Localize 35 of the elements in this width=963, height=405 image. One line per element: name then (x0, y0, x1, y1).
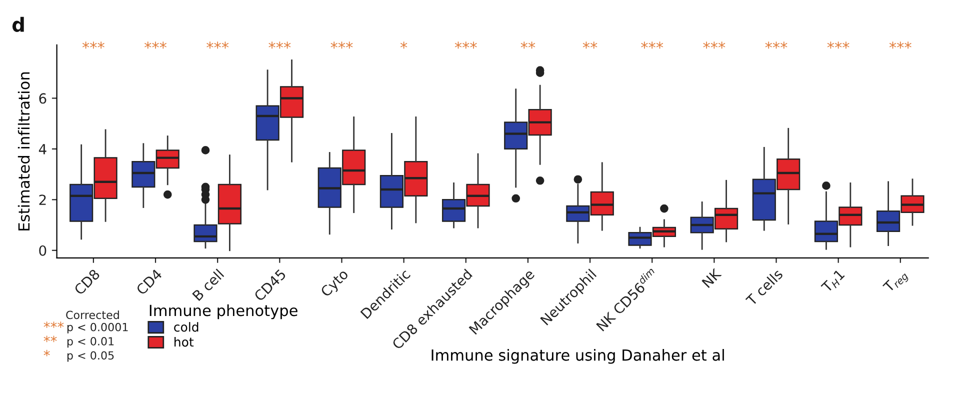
text: Corrected (66, 310, 119, 320)
y-tick-label: 2 (39, 194, 46, 205)
annotation: *** (206, 42, 229, 49)
text: p < 0.05 (67, 351, 114, 362)
annotation: *** (82, 42, 104, 49)
text: p < 0.0001 (67, 322, 128, 334)
legend-label: cold (174, 322, 198, 332)
annotation: *** (330, 42, 353, 49)
text: * (44, 350, 50, 356)
y-tick-label: 0 (39, 245, 46, 256)
y-tick-label: 4 (38, 144, 46, 154)
text: ** (44, 336, 57, 342)
annotation: *** (268, 42, 291, 49)
text: *** (44, 322, 64, 328)
text: p < 0.01 (67, 337, 114, 348)
annotation: *** (454, 42, 477, 49)
x-axis-title: Immune signature using Danaher et al (432, 349, 724, 364)
text: d (12, 16, 24, 32)
y-axis-title: Estimated infiltration (18, 72, 30, 230)
annotation: *** (144, 42, 167, 49)
annotation: *** (641, 42, 664, 49)
annotation: *** (765, 42, 788, 49)
y-tick-label: 6 (39, 93, 46, 104)
x-tick-label: T$_{reg}$ (882, 268, 910, 296)
annotation: ** (520, 42, 536, 49)
x-tick-label: T$_{H}$1 (820, 269, 846, 295)
annotation: *** (889, 42, 912, 49)
legend-title: Immune phenotype (150, 304, 298, 320)
annotation: ** (582, 42, 598, 49)
legend-label: hot (174, 337, 194, 347)
x-tick-label: NK (702, 268, 722, 288)
annotation: *** (827, 42, 850, 49)
annotation: *** (703, 42, 726, 49)
annotation: * (400, 42, 408, 49)
x-tick-label: B cell (192, 268, 224, 302)
